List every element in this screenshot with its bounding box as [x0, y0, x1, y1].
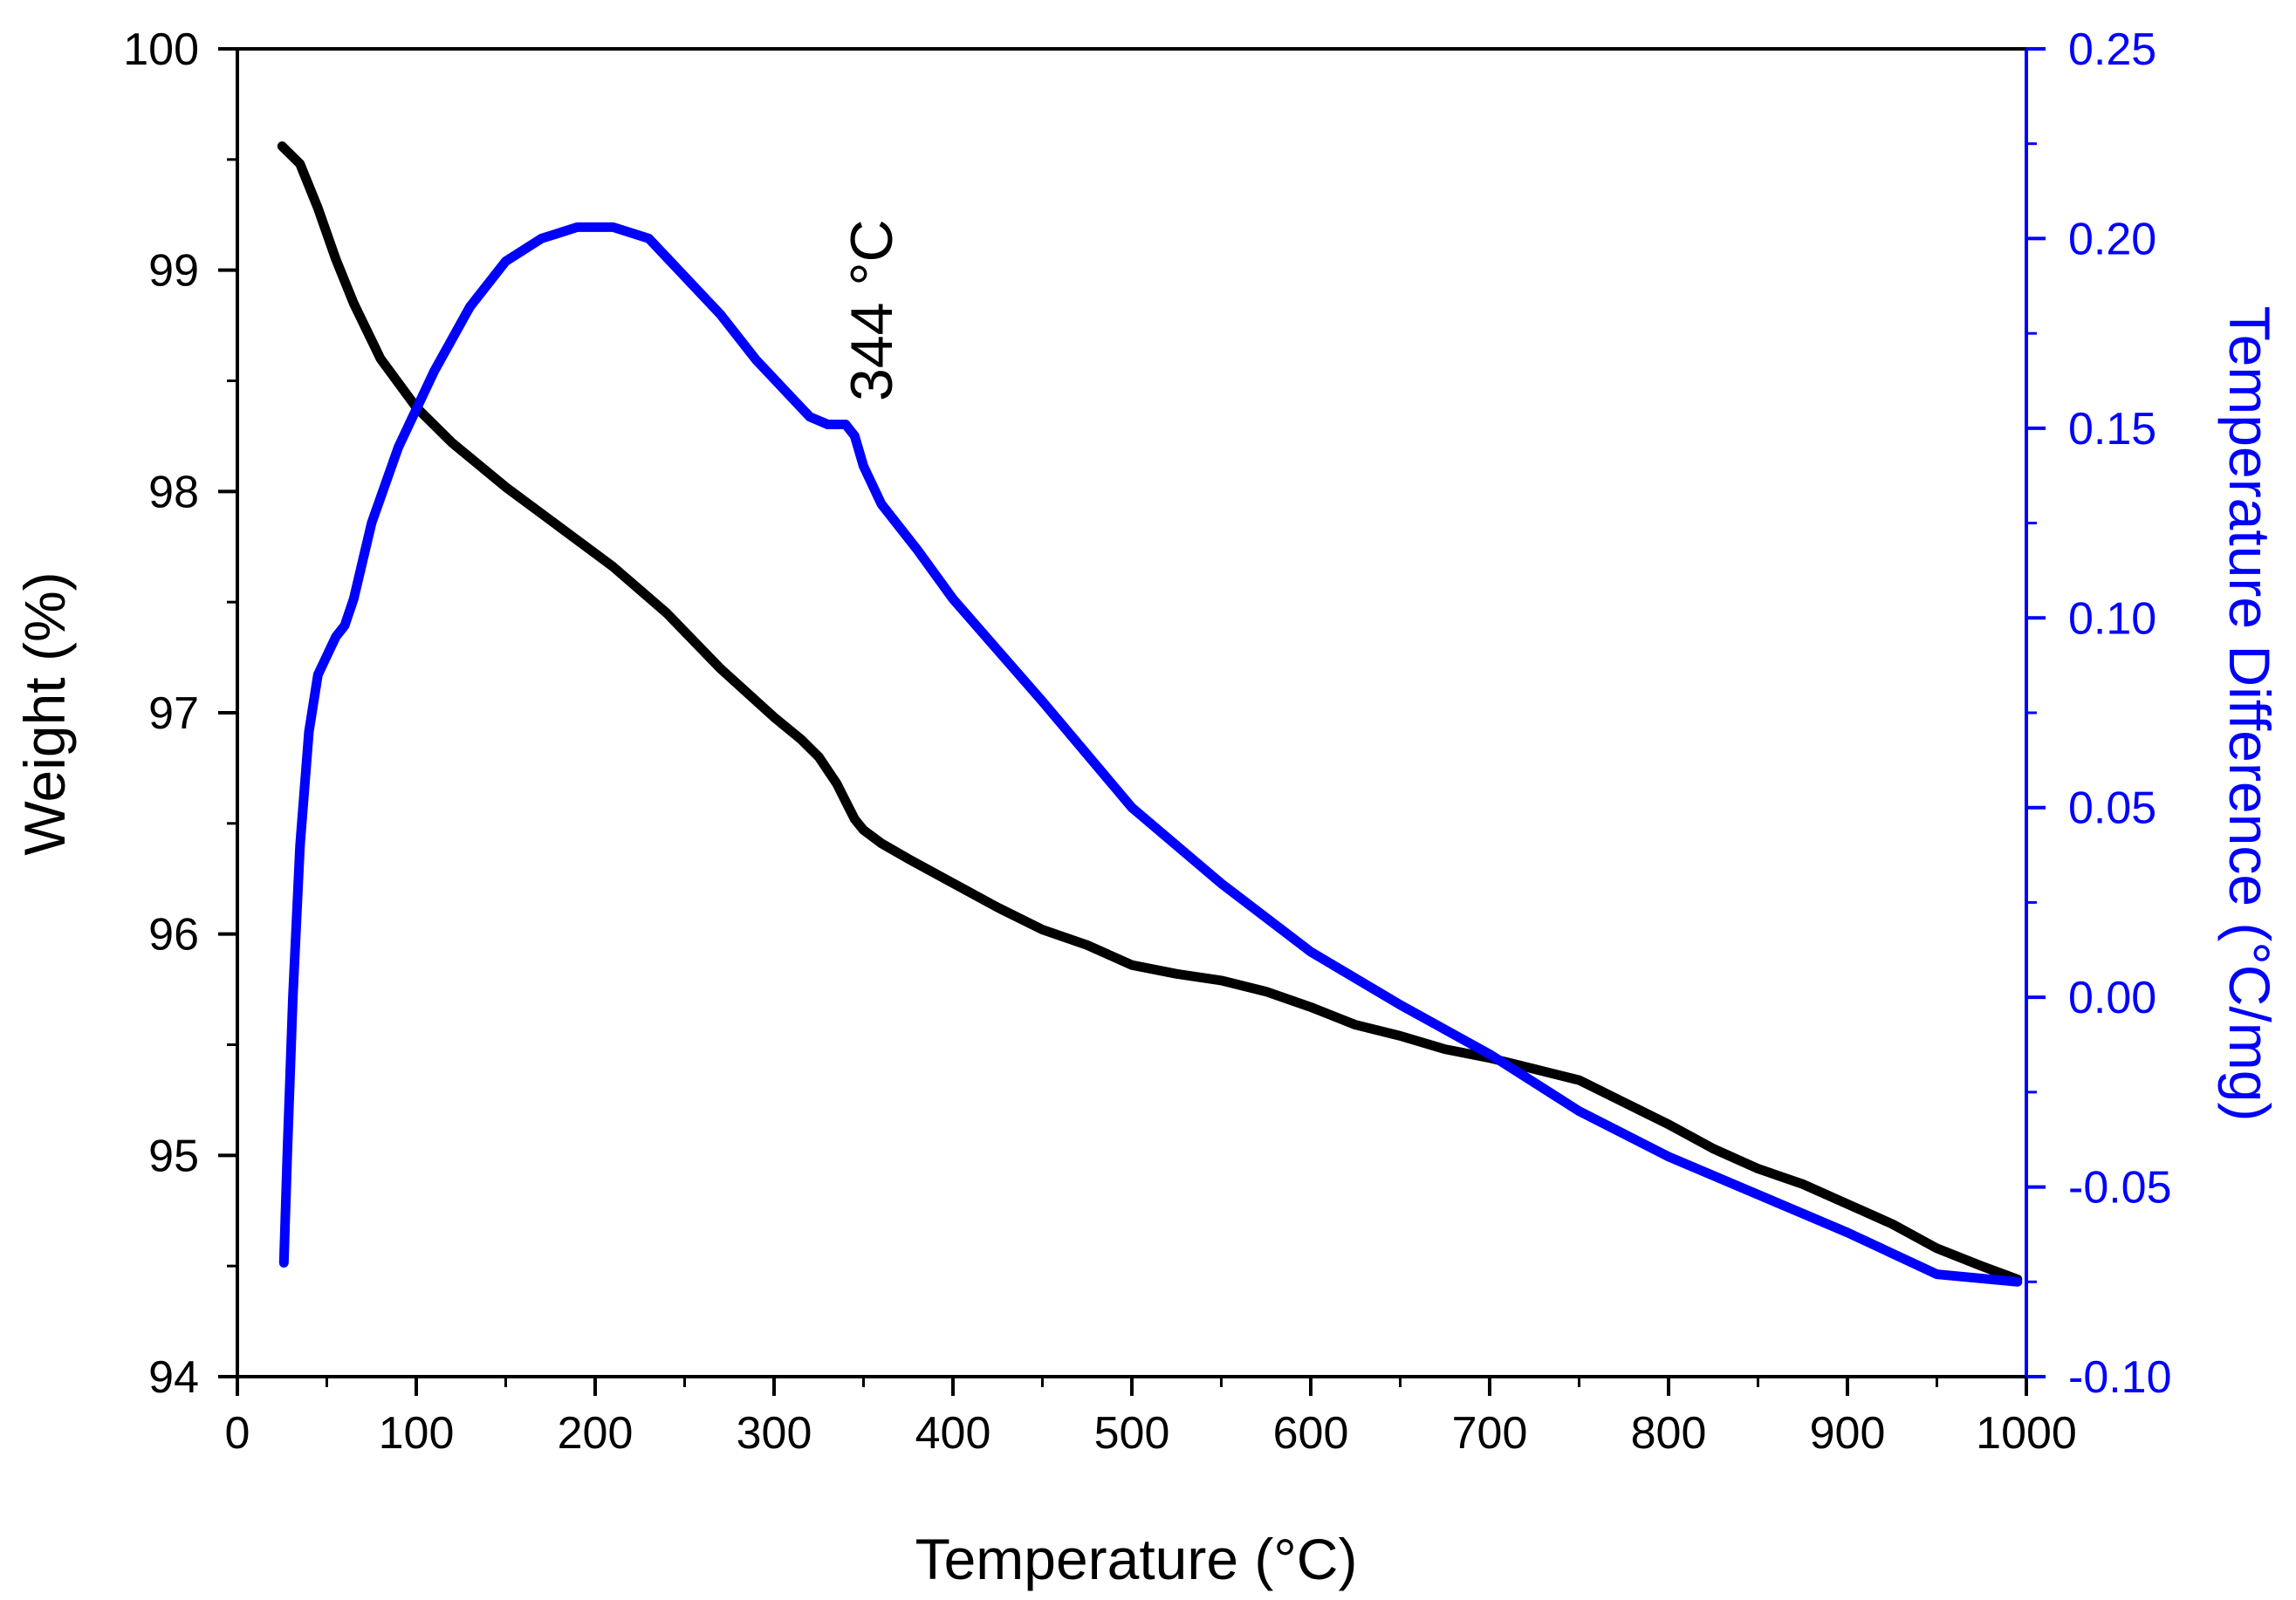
x-tick-label: 600	[1273, 1408, 1349, 1459]
y-tick-label: 96	[148, 910, 199, 961]
y2-tick-label: 0.15	[2068, 404, 2156, 455]
y2-tick-label: 0.20	[2068, 214, 2156, 264]
y-tick-label: 94	[148, 1352, 199, 1403]
x-tick-label: 500	[1094, 1408, 1170, 1459]
x-tick-label: 800	[1631, 1408, 1707, 1459]
y-tick-label: 97	[148, 688, 199, 739]
y2-axis-title: Temperature Difference (°C/mg)	[2217, 306, 2282, 1122]
y2-tick-label: 0.10	[2068, 593, 2156, 644]
x-tick-label: 300	[737, 1408, 812, 1459]
weight-series-line	[277, 141, 2023, 1284]
dta-series-line	[278, 222, 2023, 1287]
peak-annotation: 344 °C	[839, 219, 905, 401]
x-tick-label: 900	[1810, 1408, 1886, 1459]
y2-tick-label: 0.00	[2068, 973, 2156, 1023]
y-tick-label: 99	[148, 246, 199, 297]
y-tick-label: 98	[148, 467, 199, 517]
y2-tick-label: 0.25	[2068, 24, 2156, 75]
y2-tick-label: -0.10	[2068, 1352, 2172, 1403]
x-tick-label: 1000	[1976, 1408, 2077, 1459]
x-tick-label: 0	[225, 1408, 250, 1459]
y-tick-label: 95	[148, 1131, 199, 1181]
plot-series	[277, 141, 2023, 1287]
axes: 0 100 200 300 400 500 600 700 800 900 1000 94 95 96 97…	[123, 24, 2171, 1459]
y-axis-title: Weight (%)	[12, 571, 77, 855]
x-tick-label: 700	[1452, 1408, 1528, 1459]
y2-tick-label: 0.05	[2068, 783, 2156, 834]
x-tick-label: 200	[558, 1408, 634, 1459]
y2-tick-label: -0.05	[2068, 1163, 2172, 1214]
x-tick-label: 400	[915, 1408, 991, 1459]
x-axis-title: Temperature (°C)	[915, 1527, 1358, 1591]
y-tick-label: 100	[123, 24, 199, 75]
x-tick-label: 100	[379, 1408, 455, 1459]
